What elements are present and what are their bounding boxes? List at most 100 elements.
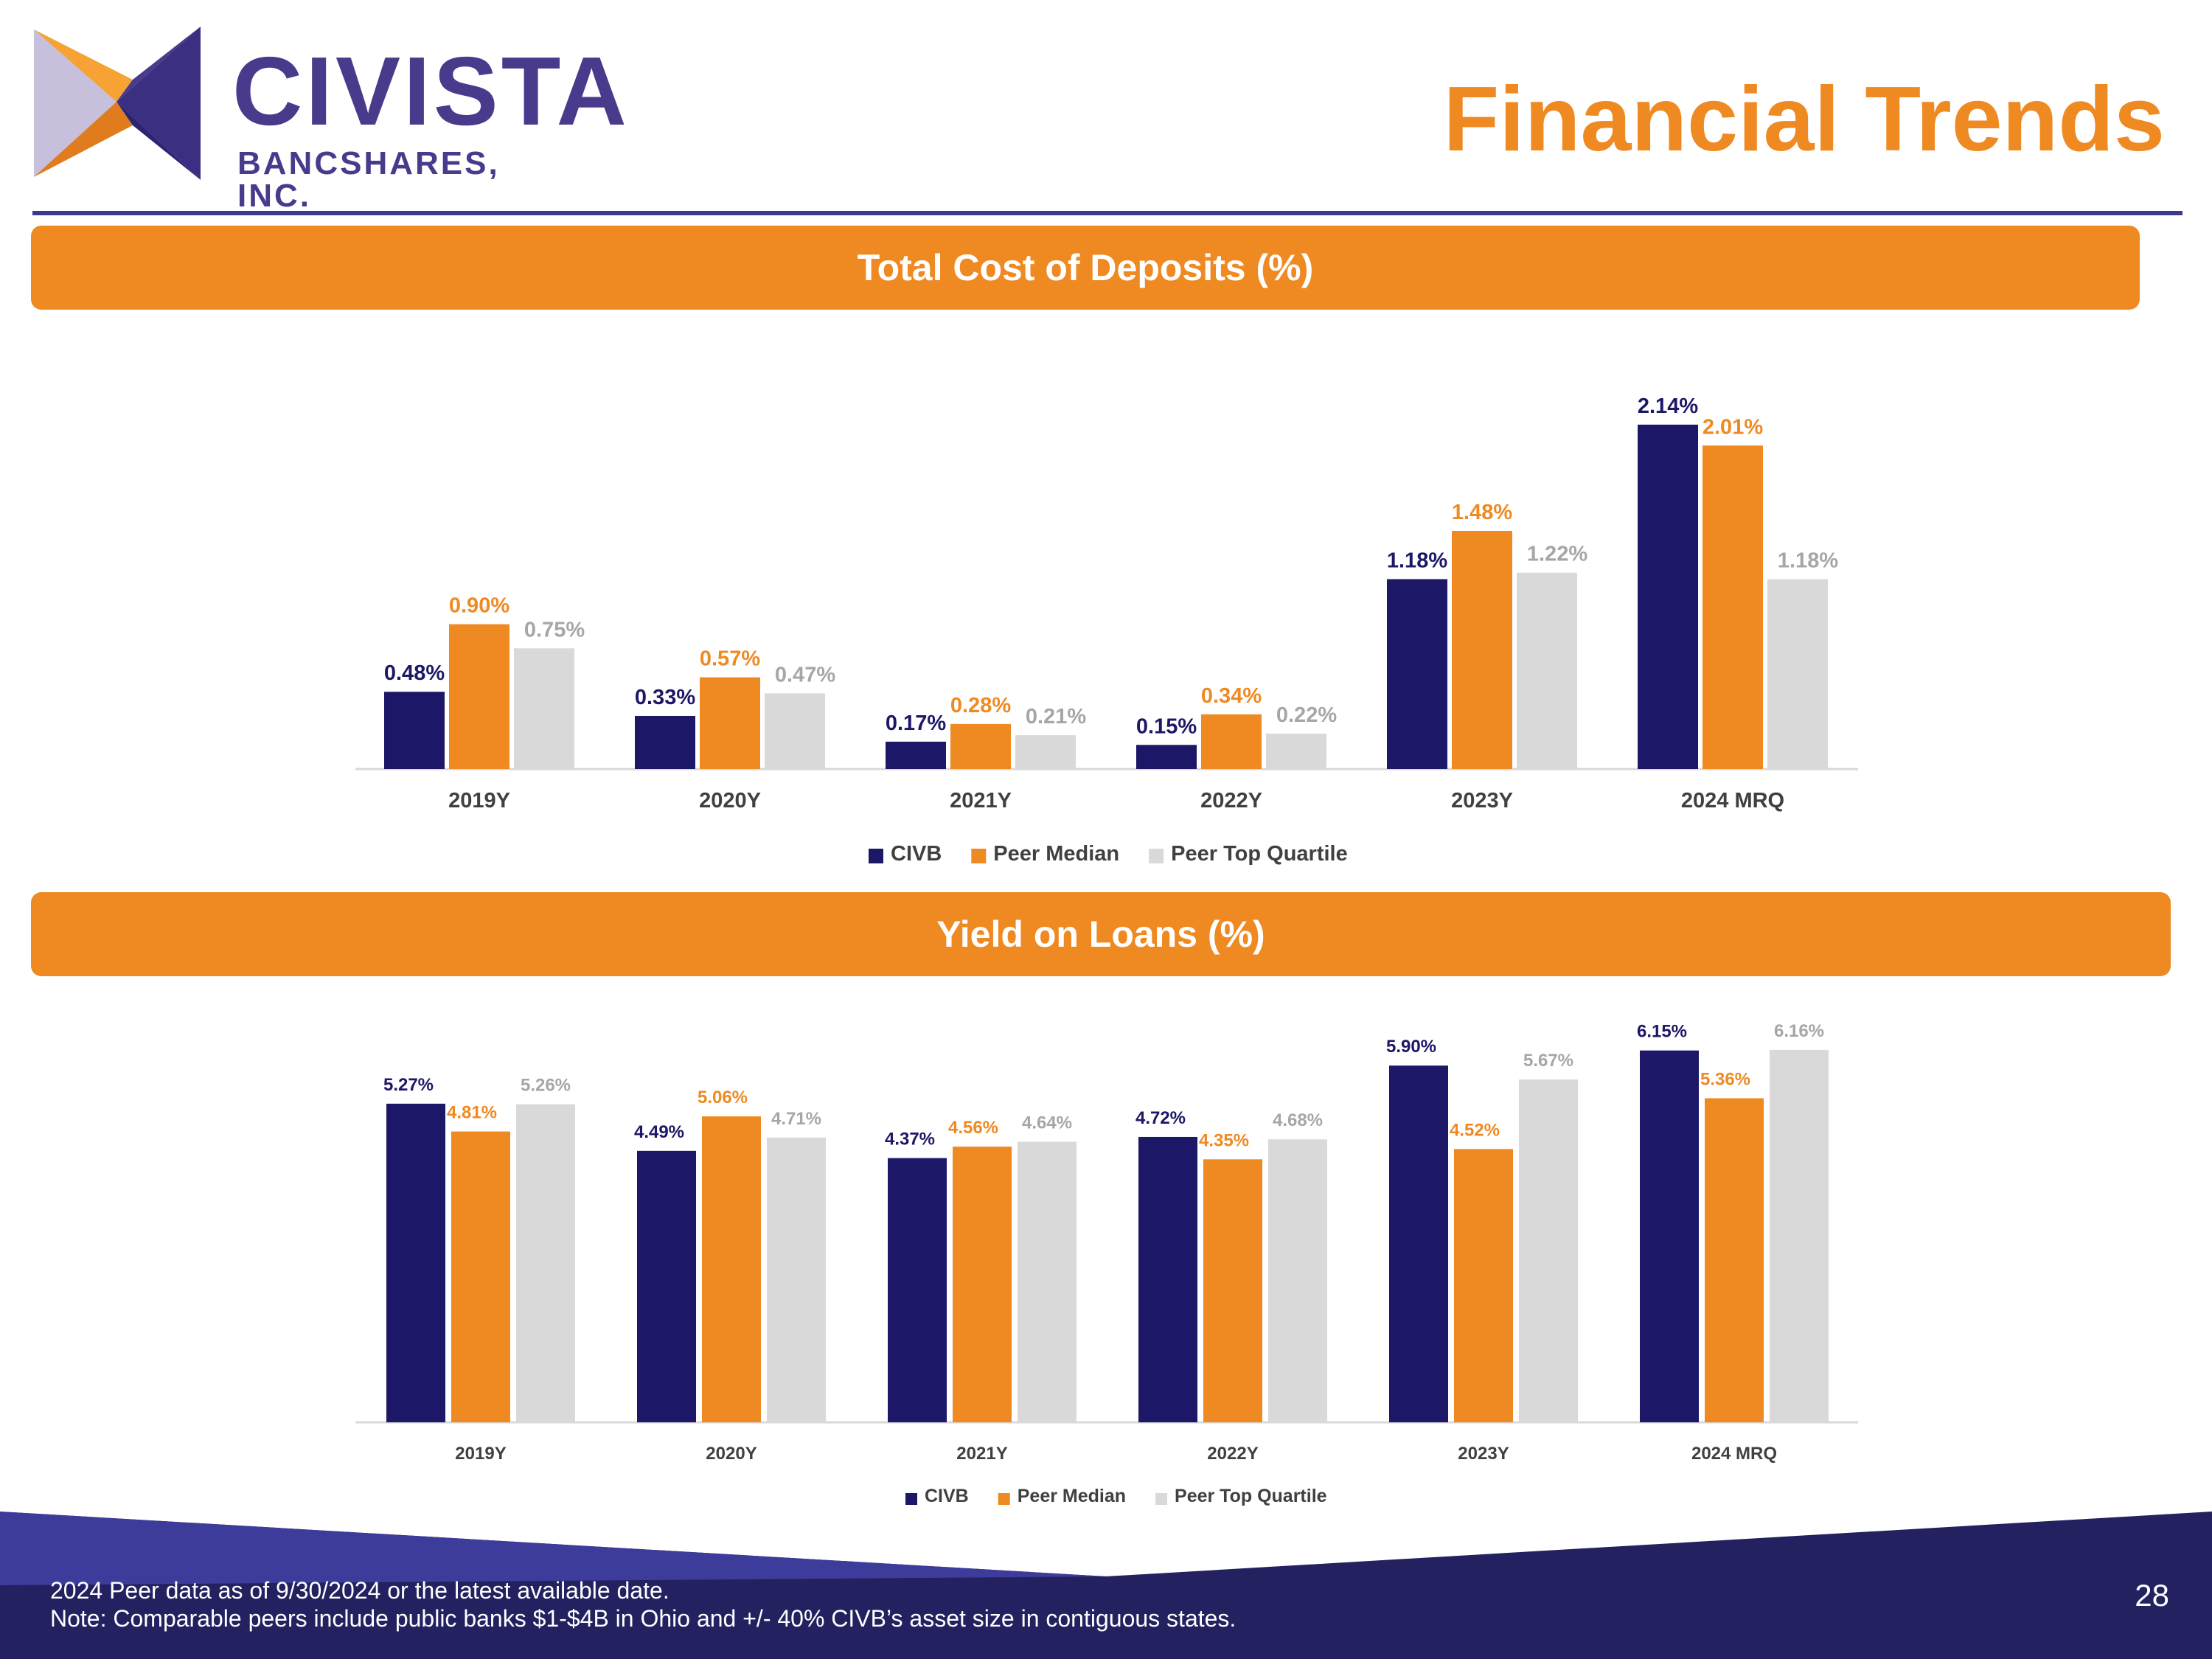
tick-label-2019y: 2019Y bbox=[455, 1444, 506, 1464]
legend-swatch-peer-top-quartile bbox=[1149, 849, 1164, 863]
tick-label-2023y: 2023Y bbox=[1458, 1444, 1509, 1464]
logo-star-icon bbox=[34, 27, 201, 180]
data-label-civb-2019y: 5.27% bbox=[383, 1075, 434, 1095]
data-label-peer-median-2020y: 5.06% bbox=[698, 1088, 748, 1107]
data-label-peer-median-2023y: 1.48% bbox=[1452, 501, 1512, 524]
legend-label-peer-median: Peer Median bbox=[993, 842, 1119, 866]
bar-peer-median-2019y bbox=[449, 624, 509, 769]
bar-peer-top-quartile-2023y bbox=[1517, 572, 1577, 769]
bar-civb-2019y bbox=[384, 692, 445, 769]
data-label-peer-median-2022y: 4.35% bbox=[1199, 1130, 1249, 1150]
data-label-peer-median-2019y: 4.81% bbox=[447, 1103, 497, 1123]
legend-label-civb: CIVB bbox=[891, 842, 942, 866]
tick-label-2020y: 2020Y bbox=[699, 789, 761, 813]
data-label-civb-2022y: 4.72% bbox=[1135, 1108, 1186, 1128]
data-label-peer-median-2024-mrq: 2.01% bbox=[1703, 415, 1763, 439]
bar-peer-median-2021y bbox=[950, 723, 1011, 769]
bar-peer-top-quartile-2024-mrq bbox=[1770, 1049, 1829, 1422]
bar-civb-2021y bbox=[886, 741, 946, 769]
bar-civb-2024-mrq bbox=[1640, 1050, 1699, 1422]
data-label-peer-top-quartile-2019y: 0.75% bbox=[524, 618, 585, 641]
data-label-civb-2023y: 1.18% bbox=[1387, 549, 1447, 572]
legend-label-peer-top-quartile: Peer Top Quartile bbox=[1171, 842, 1348, 866]
chart-title-banner-deposits: Total Cost of Deposits (%) bbox=[31, 226, 2140, 310]
tick-label-2022y: 2022Y bbox=[1207, 1444, 1258, 1464]
data-label-peer-top-quartile-2024-mrq: 1.18% bbox=[1778, 549, 1838, 572]
bar-peer-median-2019y bbox=[451, 1131, 510, 1422]
tick-label-2024-mrq: 2024 MRQ bbox=[1681, 789, 1784, 813]
bar-civb-2022y bbox=[1138, 1136, 1197, 1422]
bar-peer-top-quartile-2019y bbox=[514, 648, 574, 769]
data-label-peer-median-2021y: 0.28% bbox=[950, 694, 1011, 717]
data-label-civb-2021y: 0.17% bbox=[886, 712, 946, 735]
bar-peer-top-quartile-2022y bbox=[1268, 1139, 1327, 1422]
bar-peer-top-quartile-2024-mrq bbox=[1767, 579, 1828, 769]
data-label-civb-2020y: 0.33% bbox=[635, 686, 695, 709]
data-label-civb-2024-mrq: 2.14% bbox=[1638, 394, 1698, 418]
data-label-peer-top-quartile-2022y: 4.68% bbox=[1273, 1110, 1323, 1130]
bar-peer-median-2022y bbox=[1203, 1159, 1262, 1422]
footer-note-1: 2024 Peer data as of 9/30/2024 or the la… bbox=[50, 1577, 669, 1604]
bar-peer-median-2020y bbox=[700, 677, 760, 769]
legend-label-civb: CIVB bbox=[925, 1486, 969, 1506]
legend-label-peer-median: Peer Median bbox=[1018, 1486, 1126, 1506]
tick-label-2023y: 2023Y bbox=[1451, 789, 1513, 813]
civista-logo: CIVISTA BANCSHARES, INC. bbox=[29, 22, 627, 212]
bar-civb-2023y bbox=[1387, 579, 1447, 769]
page-number: 28 bbox=[2135, 1578, 2169, 1613]
bar-civb-2020y bbox=[637, 1150, 696, 1422]
footer-band bbox=[0, 1512, 2212, 1659]
bar-peer-median-2023y bbox=[1452, 530, 1512, 769]
bar-civb-2024-mrq bbox=[1638, 424, 1698, 769]
data-label-civb-2019y: 0.48% bbox=[384, 661, 445, 685]
bar-peer-top-quartile-2020y bbox=[767, 1137, 826, 1422]
data-label-peer-median-2023y: 4.52% bbox=[1450, 1120, 1500, 1140]
data-label-civb-2023y: 5.90% bbox=[1386, 1037, 1436, 1057]
data-label-civb-2024-mrq: 6.15% bbox=[1637, 1022, 1687, 1042]
bar-civb-2020y bbox=[635, 715, 695, 769]
footer-band-accent bbox=[0, 1512, 1106, 1585]
bar-peer-median-2023y bbox=[1454, 1149, 1513, 1422]
tick-label-2021y: 2021Y bbox=[956, 1444, 1007, 1464]
data-label-peer-top-quartile-2020y: 0.47% bbox=[775, 663, 835, 686]
bar-peer-median-2022y bbox=[1201, 714, 1262, 769]
tick-label-2024-mrq: 2024 MRQ bbox=[1691, 1444, 1777, 1464]
bar-peer-top-quartile-2021y bbox=[1018, 1141, 1077, 1422]
data-label-peer-top-quartile-2020y: 4.71% bbox=[771, 1109, 821, 1129]
footer-notes: 2024 Peer data as of 9/30/2024 or the la… bbox=[50, 1576, 1236, 1632]
bar-peer-median-2021y bbox=[953, 1147, 1012, 1422]
data-label-civb-2021y: 4.37% bbox=[885, 1130, 935, 1150]
tick-label-2021y: 2021Y bbox=[950, 789, 1012, 813]
tick-label-2019y: 2019Y bbox=[448, 789, 510, 813]
bar-peer-top-quartile-2019y bbox=[516, 1104, 575, 1422]
legend-swatch-peer-median bbox=[998, 1493, 1010, 1505]
data-label-peer-top-quartile-2024-mrq: 6.16% bbox=[1774, 1021, 1824, 1041]
tick-label-2022y: 2022Y bbox=[1200, 789, 1262, 813]
bar-civb-2022y bbox=[1136, 745, 1197, 769]
data-label-peer-top-quartile-2019y: 5.26% bbox=[521, 1076, 571, 1096]
logo-name: CIVISTA bbox=[232, 37, 630, 145]
data-label-peer-top-quartile-2022y: 0.22% bbox=[1276, 703, 1337, 727]
legend-swatch-civb bbox=[905, 1493, 917, 1505]
title-divider bbox=[32, 211, 2183, 215]
data-label-peer-top-quartile-2023y: 5.67% bbox=[1523, 1051, 1573, 1071]
bar-peer-median-2024-mrq bbox=[1705, 1098, 1764, 1422]
data-label-peer-median-2022y: 0.34% bbox=[1201, 684, 1262, 708]
bar-peer-top-quartile-2023y bbox=[1519, 1079, 1578, 1422]
tick-label-2020y: 2020Y bbox=[706, 1444, 757, 1464]
legend-label-peer-top-quartile: Peer Top Quartile bbox=[1175, 1486, 1327, 1506]
data-label-peer-median-2021y: 4.56% bbox=[948, 1118, 998, 1138]
page-title: Financial Trends bbox=[1443, 69, 2166, 170]
data-label-peer-top-quartile-2021y: 4.64% bbox=[1022, 1113, 1072, 1133]
bar-civb-2023y bbox=[1389, 1065, 1448, 1422]
data-label-peer-top-quartile-2023y: 1.22% bbox=[1527, 543, 1587, 566]
data-label-peer-median-2020y: 0.57% bbox=[700, 647, 760, 671]
legend-swatch-peer-median bbox=[971, 849, 987, 863]
cost-of-deposits-chart: 0.48% 0.90% 0.75% 2019Y 0.33%0.57% 0.47% 2020Y… bbox=[355, 394, 1858, 866]
chart-title-banner-loans: Yield on Loans (%) bbox=[31, 892, 2171, 976]
bar-peer-top-quartile-2022y bbox=[1266, 733, 1326, 769]
data-label-civb-2022y: 0.15% bbox=[1136, 714, 1197, 738]
legend-swatch-civb bbox=[869, 849, 883, 863]
data-label-civb-2020y: 4.49% bbox=[634, 1122, 684, 1142]
footer-note-2: Note: Comparable peers include public ba… bbox=[50, 1605, 1237, 1632]
